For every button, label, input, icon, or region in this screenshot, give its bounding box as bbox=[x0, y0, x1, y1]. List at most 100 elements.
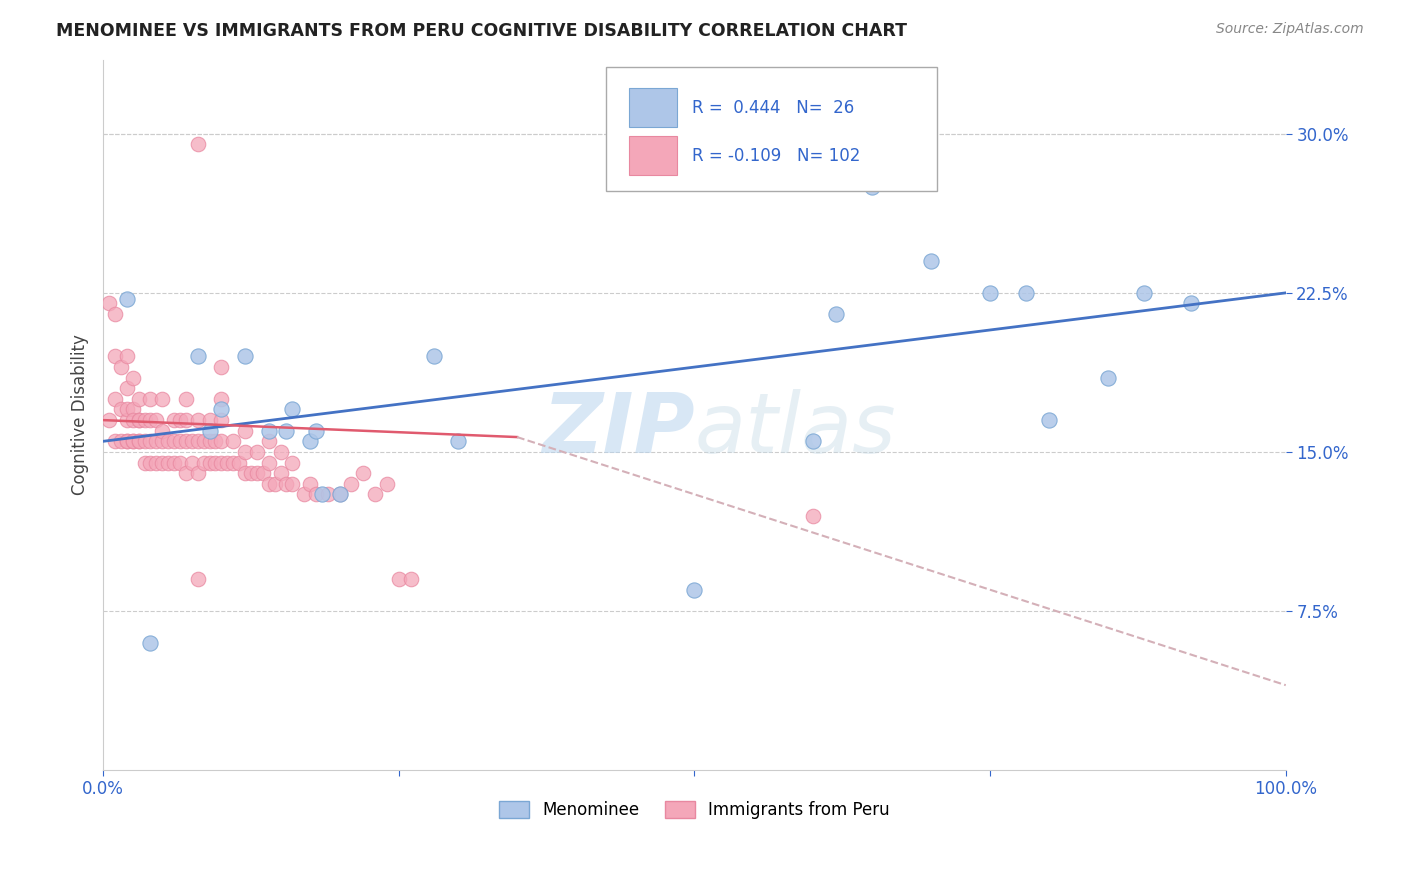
Point bbox=[121, 402, 143, 417]
Point bbox=[801, 434, 824, 449]
Text: Source: ZipAtlas.com: Source: ZipAtlas.com bbox=[1216, 22, 1364, 37]
Point bbox=[311, 487, 333, 501]
Point bbox=[209, 413, 232, 427]
Point bbox=[187, 137, 209, 152]
Point bbox=[187, 434, 209, 449]
Point bbox=[1038, 413, 1060, 427]
Point bbox=[1133, 285, 1156, 300]
Point bbox=[115, 434, 138, 449]
Point bbox=[299, 434, 322, 449]
Point bbox=[233, 424, 256, 438]
Point bbox=[187, 466, 209, 480]
Point bbox=[180, 434, 202, 449]
Point bbox=[683, 582, 706, 597]
Point bbox=[263, 476, 285, 491]
Text: atlas: atlas bbox=[695, 389, 896, 469]
Point bbox=[139, 636, 162, 650]
Point bbox=[104, 350, 127, 364]
Point bbox=[209, 402, 232, 417]
Point bbox=[222, 434, 245, 449]
Point bbox=[209, 360, 232, 375]
Point bbox=[128, 413, 150, 427]
Point bbox=[204, 434, 226, 449]
Y-axis label: Cognitive Disability: Cognitive Disability bbox=[72, 334, 89, 495]
Point bbox=[180, 456, 202, 470]
Point bbox=[150, 456, 173, 470]
Point bbox=[276, 476, 298, 491]
Point bbox=[174, 434, 197, 449]
Point bbox=[1014, 285, 1036, 300]
Point bbox=[139, 413, 162, 427]
FancyBboxPatch shape bbox=[606, 67, 936, 191]
Point bbox=[128, 434, 150, 449]
Point bbox=[246, 445, 269, 459]
Point bbox=[204, 456, 226, 470]
Point bbox=[187, 350, 209, 364]
Point bbox=[257, 456, 280, 470]
Point bbox=[115, 434, 138, 449]
Point bbox=[257, 434, 280, 449]
Point bbox=[825, 307, 848, 321]
Point bbox=[121, 434, 143, 449]
Point bbox=[270, 445, 292, 459]
Point bbox=[134, 456, 156, 470]
Point bbox=[1180, 296, 1202, 310]
Text: R =  0.444   N=  26: R = 0.444 N= 26 bbox=[692, 99, 855, 117]
Point bbox=[920, 254, 942, 268]
Point bbox=[329, 487, 352, 501]
Point bbox=[145, 434, 167, 449]
Legend: Menominee, Immigrants from Peru: Menominee, Immigrants from Peru bbox=[492, 794, 897, 826]
Point bbox=[209, 434, 232, 449]
Point bbox=[270, 466, 292, 480]
Point bbox=[150, 434, 173, 449]
Point bbox=[352, 466, 374, 480]
Point bbox=[115, 292, 138, 306]
Point bbox=[276, 424, 298, 438]
Point bbox=[128, 392, 150, 406]
Point bbox=[316, 487, 339, 501]
Point bbox=[228, 456, 250, 470]
Point bbox=[375, 476, 398, 491]
Point bbox=[252, 466, 274, 480]
Point bbox=[145, 456, 167, 470]
Text: MENOMINEE VS IMMIGRANTS FROM PERU COGNITIVE DISABILITY CORRELATION CHART: MENOMINEE VS IMMIGRANTS FROM PERU COGNIT… bbox=[56, 22, 907, 40]
Point bbox=[115, 350, 138, 364]
Point bbox=[150, 392, 173, 406]
Point bbox=[399, 572, 422, 586]
Text: R = -0.109   N= 102: R = -0.109 N= 102 bbox=[692, 146, 860, 164]
Point bbox=[128, 434, 150, 449]
Point bbox=[305, 424, 328, 438]
Point bbox=[115, 402, 138, 417]
Point bbox=[110, 402, 132, 417]
Point bbox=[860, 179, 883, 194]
Point bbox=[423, 350, 446, 364]
Point bbox=[163, 413, 186, 427]
Point bbox=[187, 413, 209, 427]
Point bbox=[329, 487, 352, 501]
Point bbox=[239, 466, 262, 480]
Point bbox=[257, 476, 280, 491]
Point bbox=[198, 413, 221, 427]
Point bbox=[305, 487, 328, 501]
Point bbox=[104, 307, 127, 321]
Point bbox=[157, 456, 180, 470]
Point bbox=[163, 434, 186, 449]
Point bbox=[110, 434, 132, 449]
Point bbox=[174, 413, 197, 427]
Point bbox=[121, 370, 143, 384]
Point bbox=[222, 456, 245, 470]
Point bbox=[198, 456, 221, 470]
Point bbox=[198, 434, 221, 449]
Point bbox=[388, 572, 411, 586]
Point bbox=[187, 572, 209, 586]
Point bbox=[163, 456, 186, 470]
Point bbox=[340, 476, 363, 491]
Point bbox=[169, 434, 191, 449]
Point bbox=[115, 413, 138, 427]
Point bbox=[134, 413, 156, 427]
Point bbox=[292, 487, 315, 501]
Point bbox=[447, 434, 470, 449]
Point bbox=[110, 360, 132, 375]
Point bbox=[299, 476, 322, 491]
Point bbox=[1097, 370, 1119, 384]
